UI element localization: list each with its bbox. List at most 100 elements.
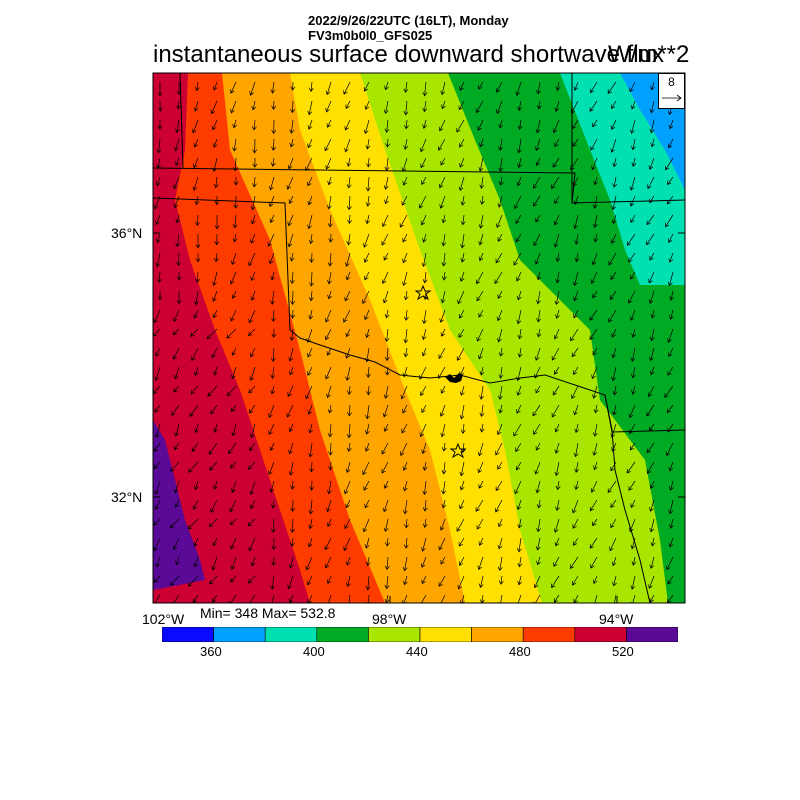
state-borders bbox=[153, 73, 685, 603]
wind-arrow bbox=[363, 252, 370, 263]
wind-arrow bbox=[173, 309, 180, 323]
wind-arrow bbox=[210, 404, 218, 415]
wind-arrow bbox=[212, 271, 218, 286]
wind-arrow bbox=[228, 442, 237, 455]
wind-arrow bbox=[516, 290, 522, 301]
wind-arrow bbox=[551, 347, 560, 361]
wind-arrow bbox=[515, 81, 522, 96]
wind-arrow bbox=[175, 556, 180, 566]
wind-arrow bbox=[364, 537, 370, 549]
wind-arrow bbox=[190, 385, 199, 395]
wind-arrow bbox=[439, 309, 446, 323]
wind-arrow bbox=[649, 347, 655, 362]
wind-arrow bbox=[346, 442, 352, 453]
wind-arrow bbox=[248, 252, 256, 267]
wind-arrow bbox=[517, 594, 522, 603]
wind-arrow bbox=[421, 537, 427, 552]
wind-arrow bbox=[288, 461, 294, 476]
wind-arrow bbox=[589, 499, 598, 512]
wind-arrow bbox=[271, 328, 277, 338]
wind-arrow bbox=[533, 233, 541, 247]
wind-arrow bbox=[441, 499, 447, 509]
wind-arrow bbox=[497, 233, 503, 242]
wind-arrow bbox=[232, 138, 237, 152]
wind-arrow bbox=[403, 100, 409, 116]
wind-arrow bbox=[536, 271, 542, 281]
wind-arrow bbox=[268, 423, 275, 435]
wind-arrow bbox=[554, 290, 560, 306]
wind-arrow bbox=[459, 157, 465, 168]
wind-arrow bbox=[572, 176, 579, 187]
wind-arrow bbox=[608, 252, 617, 266]
wind-arrow bbox=[516, 138, 522, 154]
wind-arrow bbox=[591, 366, 598, 380]
wind-arrow bbox=[324, 537, 332, 551]
wind-arrow bbox=[268, 195, 275, 208]
wind-arrow bbox=[306, 328, 313, 343]
wind-arrow bbox=[231, 290, 237, 299]
wind-arrow bbox=[286, 404, 294, 418]
wind-arrow bbox=[384, 347, 390, 362]
wind-arrow bbox=[193, 480, 199, 491]
wind-arrow bbox=[307, 347, 313, 358]
wind-arrow bbox=[421, 309, 427, 325]
wind-arrow bbox=[574, 233, 580, 245]
wind-arrow bbox=[206, 328, 218, 340]
wind-arrow bbox=[459, 499, 465, 510]
wind-arrow bbox=[609, 537, 617, 552]
wind-arrow bbox=[535, 480, 541, 494]
wind-arrow bbox=[362, 461, 370, 476]
wind-arrow bbox=[650, 138, 656, 148]
wind-arrow bbox=[422, 461, 428, 471]
wind-arrow bbox=[403, 518, 409, 529]
wind-arrow bbox=[516, 385, 522, 396]
colorbar-label-520: 520 bbox=[612, 644, 634, 659]
wind-arrow bbox=[248, 385, 256, 394]
wind-arrow bbox=[362, 518, 370, 533]
wind-arrow bbox=[231, 423, 237, 437]
wind-arrow bbox=[288, 366, 294, 376]
wind-arrow bbox=[155, 556, 161, 568]
wind-arrow bbox=[289, 537, 295, 547]
wind-arrow bbox=[438, 594, 446, 603]
wind-arrow bbox=[230, 81, 237, 94]
wind-arrow bbox=[628, 480, 636, 491]
wind-arrow bbox=[648, 423, 655, 432]
wind-arrow bbox=[344, 290, 351, 302]
wind-arrow bbox=[308, 290, 314, 302]
wind-arrow bbox=[573, 366, 579, 375]
wind-arrow bbox=[419, 366, 427, 380]
wind-arrow bbox=[553, 556, 560, 567]
wind-arrow bbox=[362, 290, 370, 304]
wind-arrow bbox=[211, 347, 218, 359]
wind-arrow bbox=[648, 271, 655, 284]
wind-arrow bbox=[592, 290, 598, 299]
wind-arrow bbox=[191, 347, 199, 361]
wind-arrow bbox=[230, 556, 237, 571]
wind-arrow bbox=[172, 537, 180, 551]
wind-arrow bbox=[438, 366, 446, 379]
wind-arrow bbox=[650, 81, 655, 91]
wind-arrow bbox=[665, 157, 674, 171]
wind-arrow bbox=[363, 81, 370, 92]
wind-arrow bbox=[403, 328, 409, 344]
wind-arrow bbox=[611, 100, 617, 110]
wind-arrow bbox=[516, 176, 522, 187]
wind-arrow bbox=[212, 157, 218, 173]
lake-texoma bbox=[445, 373, 463, 383]
wind-arrow bbox=[589, 100, 598, 112]
wind-arrow bbox=[174, 119, 180, 134]
wind-arrow bbox=[402, 366, 408, 378]
wind-arrow bbox=[668, 119, 674, 130]
wind-arrow bbox=[382, 499, 389, 513]
wind-arrow bbox=[551, 404, 560, 418]
wind-arrow bbox=[593, 233, 599, 243]
wind-arrow bbox=[441, 233, 447, 247]
wind-arrow bbox=[348, 594, 351, 603]
wind-arrow bbox=[536, 309, 541, 323]
wind-arrow bbox=[516, 499, 522, 511]
wind-arrow bbox=[192, 499, 199, 510]
wind-arrow bbox=[345, 556, 351, 566]
wind-arrow bbox=[289, 119, 295, 134]
wind-arrow bbox=[402, 233, 408, 243]
